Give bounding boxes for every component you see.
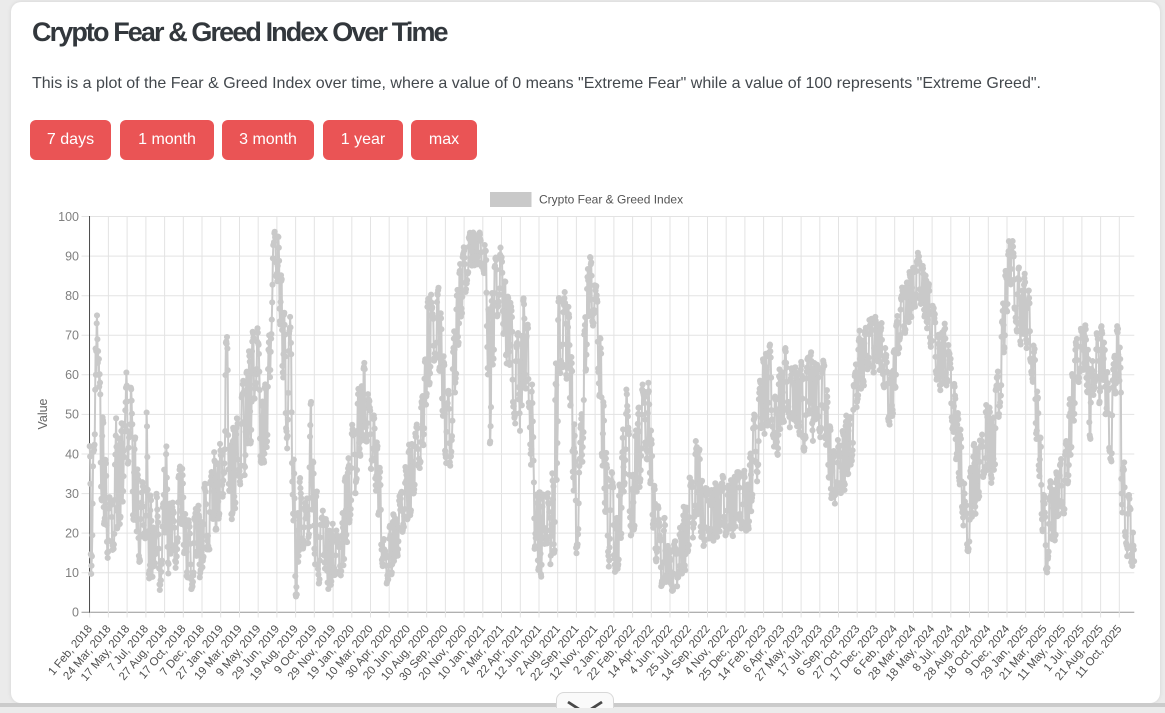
svg-text:10: 10 <box>65 566 79 580</box>
svg-text:0: 0 <box>72 606 79 620</box>
svg-text:Crypto Fear & Greed Index: Crypto Fear & Greed Index <box>539 193 683 207</box>
svg-text:30: 30 <box>65 487 79 501</box>
svg-text:100: 100 <box>58 210 79 224</box>
svg-text:60: 60 <box>65 368 79 382</box>
svg-text:20: 20 <box>65 526 79 540</box>
svg-text:90: 90 <box>65 249 79 263</box>
svg-text:40: 40 <box>65 447 79 461</box>
svg-text:50: 50 <box>65 408 79 422</box>
svg-text:70: 70 <box>65 329 79 343</box>
svg-text:80: 80 <box>65 289 79 303</box>
svg-text:Value: Value <box>36 398 50 429</box>
